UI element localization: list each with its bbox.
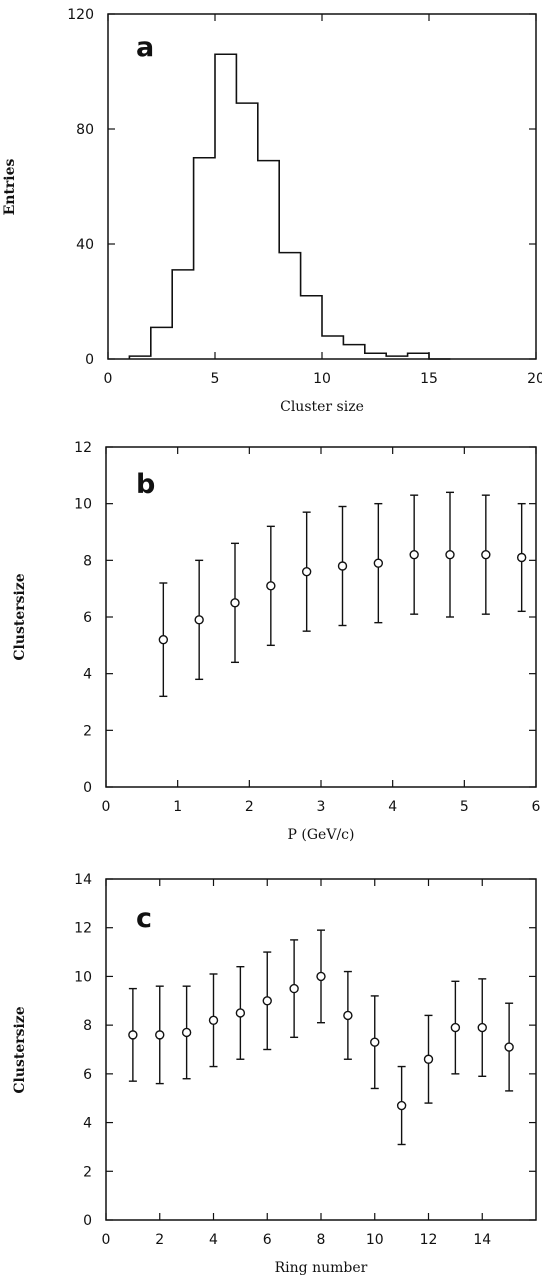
x-axis-label: P (GeV/c) — [288, 827, 355, 843]
x-tick-label: 8 — [317, 1232, 326, 1248]
panel-label: a — [136, 32, 154, 63]
x-tick-label: 3 — [317, 799, 326, 815]
y-axis-label: Clustersize — [12, 573, 28, 660]
data-point — [450, 1022, 461, 1033]
data-point — [370, 1037, 380, 1047]
y-tick-label: 14 — [74, 872, 92, 888]
x-tick-label: 12 — [420, 1232, 438, 1248]
data-point — [301, 566, 312, 577]
data-point — [235, 1008, 246, 1018]
histogram-bin — [408, 353, 429, 359]
y-tick-label: 40 — [76, 237, 94, 253]
plot-frame — [105, 446, 537, 788]
data-point — [208, 1015, 219, 1025]
data-point — [266, 581, 276, 591]
data-point — [396, 1100, 407, 1111]
y-tick-label: 8 — [83, 553, 92, 569]
data-point — [504, 1042, 514, 1052]
x-tick-label: 4 — [388, 799, 397, 815]
data-point — [337, 561, 348, 571]
y-tick-label: 0 — [83, 780, 92, 796]
histogram-bin — [279, 253, 300, 359]
x-tick-label: 6 — [532, 799, 541, 815]
data-point — [289, 983, 299, 994]
x-tick-label: 0 — [102, 799, 111, 815]
y-tick-label: 2 — [83, 1164, 92, 1180]
x-tick-label: 2 — [155, 1232, 164, 1248]
x-axis-label: Cluster size — [280, 399, 364, 415]
y-tick-label: 120 — [67, 7, 94, 23]
histogram-bin — [386, 356, 407, 359]
histogram-bin — [343, 345, 364, 359]
y-tick-label: 4 — [83, 667, 92, 683]
data-point — [423, 1054, 434, 1064]
y-tick-label: 8 — [83, 1018, 92, 1034]
data-point — [477, 1022, 487, 1033]
panel-a: 0 5 10 15 20 0 40 80 120 Cluster size Entries a — [2, 7, 542, 415]
x-tick-label: 15 — [420, 371, 438, 387]
data-point — [155, 1030, 165, 1040]
data-point — [445, 549, 455, 560]
histogram-bin — [322, 336, 343, 359]
histogram-bin — [301, 296, 322, 359]
x-tick-label: 1 — [173, 799, 182, 815]
y-tick-label: 10 — [74, 969, 92, 985]
histogram-bin — [236, 103, 257, 359]
x-tick-label: 6 — [263, 1232, 272, 1248]
y-tick-label: 10 — [74, 497, 92, 513]
histogram-bin — [365, 353, 386, 359]
histogram-bin — [129, 356, 150, 359]
panel-c: 0 2 4 6 8 10 12 14 0 2 4 6 8 10 12 14 Ring number Cluster… — [12, 872, 537, 1276]
y-tick-label: 6 — [83, 1067, 92, 1083]
x-tick-label: 10 — [366, 1232, 384, 1248]
histogram-bin — [194, 158, 215, 359]
y-tick-label: 0 — [85, 352, 94, 368]
y-tick-label: 4 — [83, 1116, 92, 1132]
y-tick-label: 80 — [76, 122, 94, 138]
x-tick-label: 5 — [211, 371, 220, 387]
data-point — [409, 549, 419, 560]
y-axis-label: Entries — [2, 158, 18, 215]
x-tick-label: 20 — [527, 371, 542, 387]
histogram-bin — [151, 327, 172, 359]
y-tick-label: 12 — [74, 440, 92, 456]
x-tick-label: 14 — [473, 1232, 491, 1248]
panel-label: b — [136, 469, 155, 500]
y-axis-label: Clustersize — [12, 1006, 28, 1093]
data-point — [343, 1010, 353, 1021]
x-tick-label: 0 — [102, 1232, 111, 1248]
data-point — [373, 558, 384, 568]
y-tick-label: 12 — [74, 921, 92, 937]
data-point — [516, 552, 527, 563]
histogram-bin — [215, 54, 236, 359]
x-axis-label: Ring number — [275, 1260, 368, 1276]
data-point — [194, 615, 204, 625]
data-point — [230, 598, 240, 608]
data-point — [181, 1027, 192, 1038]
y-tick-label: 0 — [83, 1213, 92, 1229]
x-tick-label: 10 — [313, 371, 331, 387]
x-tick-label: 5 — [460, 799, 469, 815]
x-tick-label: 0 — [104, 371, 113, 387]
x-tick-label: 4 — [209, 1232, 218, 1248]
y-tick-label: 2 — [83, 723, 92, 739]
data-point — [128, 1030, 138, 1040]
x-tick-label: 2 — [245, 799, 254, 815]
panel-label: c — [136, 903, 152, 934]
data-point — [158, 634, 169, 645]
histogram-bin — [258, 161, 279, 359]
data-point — [481, 549, 491, 560]
data-point — [316, 971, 326, 982]
y-tick-label: 6 — [83, 610, 92, 626]
data-point — [262, 996, 272, 1006]
histogram-outline — [128, 53, 451, 360]
histogram-bin — [172, 270, 193, 359]
